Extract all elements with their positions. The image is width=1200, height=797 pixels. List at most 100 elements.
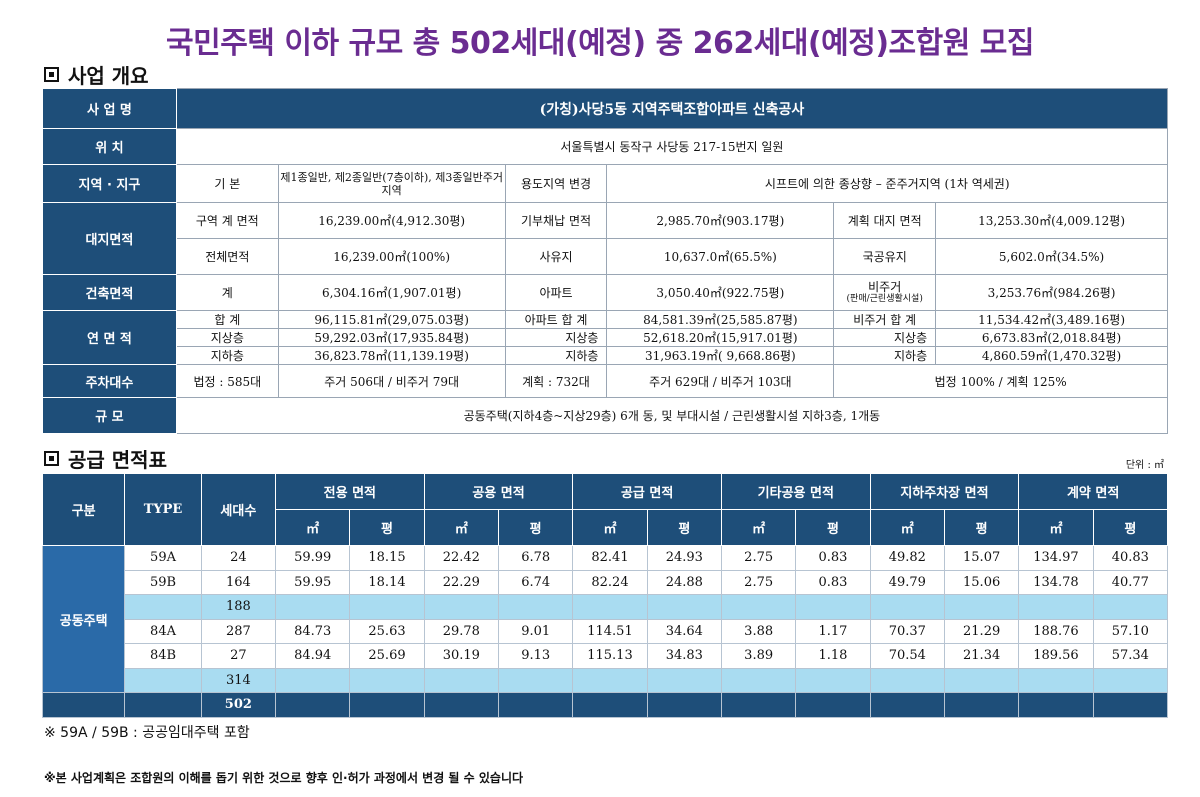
nonres-total-value: 11,534.42㎡(3,489.16평): [935, 310, 1168, 329]
value-cell: 189.56: [1018, 643, 1094, 669]
plan-site-value: 13,253.30㎡(4,009.12평): [935, 202, 1168, 239]
households-cell: 314: [200, 667, 277, 693]
value-cell: 1.17: [795, 618, 871, 644]
note-public-rental: ※ 59A / 59B : 공공임대주택 포함: [44, 725, 250, 741]
value-cell: 18.14: [349, 569, 425, 595]
value-cell: 15.07: [943, 545, 1020, 571]
value-cell: [1092, 594, 1169, 620]
parking-plan: 계획 : 732대: [504, 364, 608, 398]
col-unit-pyeong: 평: [1092, 509, 1169, 546]
value-cell: [1018, 667, 1094, 693]
value-cell: [497, 692, 574, 718]
households-cell: 24: [200, 545, 277, 571]
supply-table: 구분 TYPE 세대수 전용 면적 공용 면적 공급 면적 기타공용 면적 지하…: [41, 473, 1169, 718]
floor-above-value: 59,292.03㎡(17,935.84평): [277, 328, 506, 347]
apt-below-value: 31,963.19㎡( 9,668.86평): [606, 346, 835, 365]
value-cell: 6.74: [497, 569, 574, 595]
value-cell: [275, 692, 351, 718]
col-unit-pyeong: 평: [349, 509, 425, 546]
site-area-value: 16,239.00㎡(4,912.30평): [277, 202, 506, 239]
value-cell: 1.18: [795, 643, 871, 669]
value-cell: [275, 594, 351, 620]
col-group: 구분: [41, 473, 126, 546]
value-cell: 3.88: [720, 618, 797, 644]
col-unit-sqm: ㎡: [275, 509, 351, 546]
value-cell: [1018, 594, 1094, 620]
floor-total-label: 합 계: [175, 310, 279, 329]
square-bullet-icon: [44, 451, 59, 466]
nonres-above-value: 6,673.83㎡(2,018.84평): [935, 328, 1168, 347]
floor-total-value: 96,115.81㎡(29,075.03평): [277, 310, 506, 329]
value-cell: 70.54: [869, 643, 945, 669]
value-cell: 29.78: [423, 618, 500, 644]
value-cell: 57.34: [1092, 643, 1169, 669]
value-cell: 0.83: [795, 569, 871, 595]
parking-plan-split: 주거 629대 / 비주거 103대: [606, 364, 835, 398]
value-cell: 22.42: [423, 545, 500, 571]
overview-row-scale: 규 모 공동주택(지하4층~지상29층) 6개 동, 및 부대시설 / 근린생활…: [42, 397, 1169, 434]
col-common: 공용 면적: [423, 473, 574, 510]
households-cell: 287: [200, 618, 277, 644]
col-unit-pyeong: 평: [497, 509, 574, 546]
value-cell: [720, 692, 797, 718]
value-cell: [1092, 692, 1169, 718]
col-households: 세대수: [200, 473, 277, 546]
apt-below-label: 지하층: [504, 346, 608, 365]
supply-table-body: 공동주택 59A 24 59.99 18.15 22.42 6.78 82.41 24.93 2.…: [41, 545, 1169, 718]
supply-header-row-2: ㎡ 평 ㎡ 평 ㎡ 평 ㎡ 평 ㎡ 평 ㎡ 평: [43, 509, 1169, 546]
col-unit-pyeong: 평: [943, 509, 1020, 546]
plan-site-label: 계획 대지 면적: [833, 202, 937, 239]
overview-row-floor-total: 연 면 적 합 계 96,115.81㎡(29,075.03평) 아파트 합 계…: [42, 310, 1168, 365]
building-total-value: 6,304.16㎡(1,907.01평): [277, 274, 506, 311]
subtotal-row: 314: [43, 667, 1169, 693]
parking-ratio: 법정 100% / 계획 125%: [833, 364, 1168, 398]
value-cell: [869, 594, 945, 620]
zone-change-value: 시프트에 의한 종상향 – 준주거지역 (1차 역세권): [606, 164, 1168, 203]
value-cell: 84.94: [275, 643, 351, 669]
value-cell: [943, 667, 1020, 693]
value-cell: [349, 692, 425, 718]
value-cell: [423, 692, 500, 718]
site-label: 대지면적: [42, 202, 177, 275]
location-label: 위 치: [42, 128, 177, 165]
overview-row-parking: 주차대수 법정 : 585대 주거 506대 / 비주거 79대 계획 : 73…: [42, 364, 1168, 398]
overview-row-floor-below: 지하층 36,823.78㎡(11,139.19평) 지하층 31,963.19…: [43, 346, 1168, 365]
nonres-below-label: 지하층: [833, 346, 937, 365]
type-cell: [124, 692, 202, 718]
building-total-label: 계: [175, 274, 279, 311]
value-cell: 15.06: [943, 569, 1020, 595]
value-cell: 40.83: [1092, 545, 1169, 571]
building-nonres-label: 비주거: [868, 279, 902, 294]
value-cell: [423, 667, 500, 693]
value-cell: [572, 594, 648, 620]
private-label: 사유지: [504, 238, 608, 275]
value-cell: [795, 594, 871, 620]
public-label: 국공유지: [833, 238, 937, 275]
col-supply: 공급 면적: [572, 473, 722, 510]
overview-row-site-2: 전체면적 16,239.00㎡(100%) 사유지 10,637.0㎡(65.5…: [43, 238, 1168, 275]
value-cell: [943, 692, 1020, 718]
table-row: 공동주택 59A 24 59.99 18.15 22.42 6.78 82.41 24.93 2.…: [41, 545, 1169, 693]
supply-heading: 공급 면적표: [44, 444, 167, 473]
value-cell: 21.34: [943, 643, 1020, 669]
value-cell: [646, 667, 722, 693]
project-name: (가칭)사당5동 지역주택조합아파트 신축공사: [175, 88, 1169, 129]
value-cell: [646, 692, 722, 718]
value-cell: 49.82: [869, 545, 945, 571]
value-cell: [720, 594, 797, 620]
total-row: 502: [41, 692, 1169, 718]
value-cell: [497, 667, 574, 693]
value-cell: [349, 594, 425, 620]
site-area-label: 구역 계 면적: [175, 202, 279, 239]
type-cell: [124, 667, 202, 693]
col-parking: 지하주차장 면적: [869, 473, 1020, 510]
value-cell: 59.95: [275, 569, 351, 595]
type-cell: [124, 594, 202, 620]
value-cell: 84.73: [275, 618, 351, 644]
value-cell: [1092, 667, 1169, 693]
value-cell: 188.76: [1018, 618, 1094, 644]
apt-above-value: 52,618.20㎡(15,917.01평): [606, 328, 835, 347]
nonres-above-label: 지상층: [833, 328, 937, 347]
zone-basic-label: 기 본: [175, 164, 279, 203]
value-cell: 34.83: [646, 643, 722, 669]
